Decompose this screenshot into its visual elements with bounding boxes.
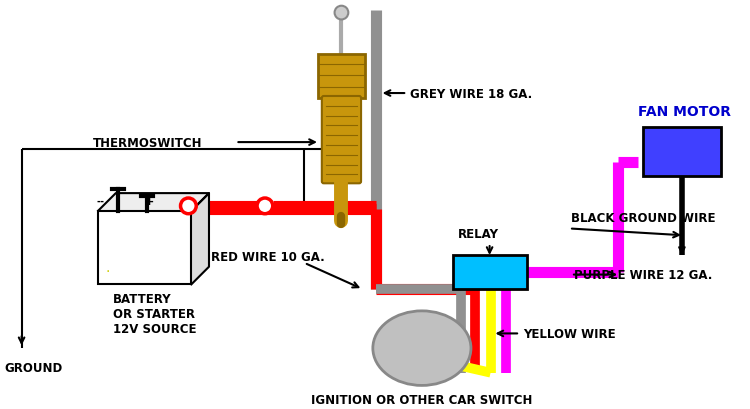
Bar — [98, 211, 191, 285]
Text: RED WIRE 10 GA.: RED WIRE 10 GA. — [211, 250, 325, 263]
Text: ·: · — [106, 264, 110, 278]
Text: YELLOW WIRE: YELLOW WIRE — [523, 327, 616, 340]
Text: THERMOSWITCH: THERMOSWITCH — [93, 136, 202, 149]
Circle shape — [257, 198, 273, 214]
Text: IGNITION OR OTHER CAR SWITCH: IGNITION OR OTHER CAR SWITCH — [311, 393, 532, 406]
Text: BATTERY
OR STARTER
12V SOURCE: BATTERY OR STARTER 12V SOURCE — [112, 292, 196, 335]
Ellipse shape — [373, 311, 471, 385]
FancyBboxPatch shape — [318, 55, 365, 99]
Circle shape — [334, 7, 348, 20]
Text: GREY WIRE 18 GA.: GREY WIRE 18 GA. — [410, 88, 532, 100]
Text: BLACK GROUND WIRE: BLACK GROUND WIRE — [571, 211, 716, 224]
Circle shape — [181, 198, 196, 214]
Polygon shape — [191, 193, 209, 285]
Polygon shape — [98, 193, 209, 211]
Text: PURPLE WIRE 12 GA.: PURPLE WIRE 12 GA. — [574, 268, 712, 281]
Text: --: -- — [96, 196, 104, 207]
FancyBboxPatch shape — [643, 128, 722, 177]
FancyBboxPatch shape — [453, 255, 527, 290]
Text: GROUND: GROUND — [4, 361, 62, 374]
Text: FAN MOTOR: FAN MOTOR — [638, 104, 730, 118]
Text: +: + — [145, 196, 154, 207]
FancyBboxPatch shape — [322, 97, 361, 184]
Text: RELAY: RELAY — [458, 228, 500, 240]
